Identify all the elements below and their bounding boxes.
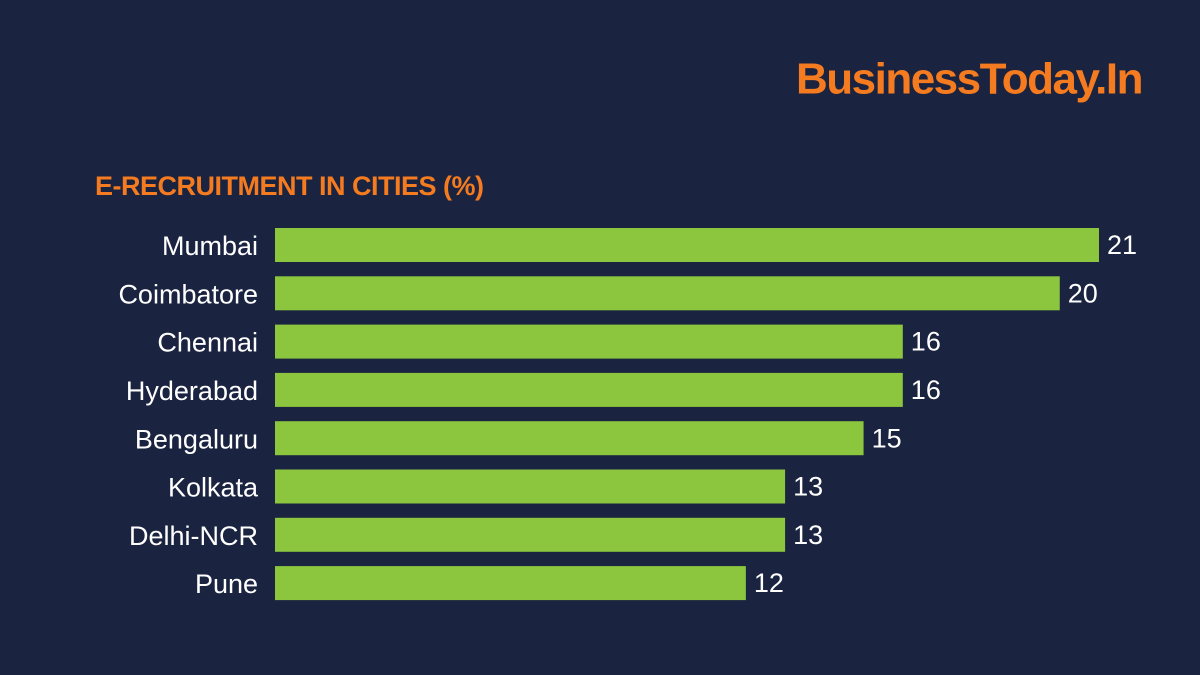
value-label: 13	[793, 472, 823, 502]
bar	[275, 421, 864, 456]
category-label: Bengaluru	[135, 424, 258, 454]
bar	[275, 228, 1099, 262]
category-label: Kolkata	[168, 473, 259, 503]
category-label: Delhi-NCR	[129, 521, 258, 551]
value-label: 20	[1068, 278, 1098, 308]
value-label: 13	[793, 520, 823, 550]
category-label: Hyderabad	[126, 376, 258, 406]
category-label: Chennai	[157, 328, 258, 358]
value-label: 15	[872, 423, 902, 453]
value-label: 16	[911, 375, 941, 405]
bar	[275, 469, 786, 504]
value-label: 21	[1107, 230, 1137, 260]
bar	[275, 324, 903, 359]
bar	[275, 517, 786, 552]
bar	[275, 276, 1060, 311]
chart-title: E-RECRUITMENT IN CITIES (%)	[95, 171, 484, 201]
category-label: Pune	[195, 569, 258, 599]
brand-logo: BusinessToday.In	[796, 55, 1142, 104]
category-label: Coimbatore	[118, 279, 258, 309]
value-label: 16	[911, 327, 941, 357]
bar	[275, 566, 746, 601]
value-label: 12	[754, 568, 784, 598]
category-label: Mumbai	[162, 231, 258, 261]
bar	[275, 372, 903, 407]
